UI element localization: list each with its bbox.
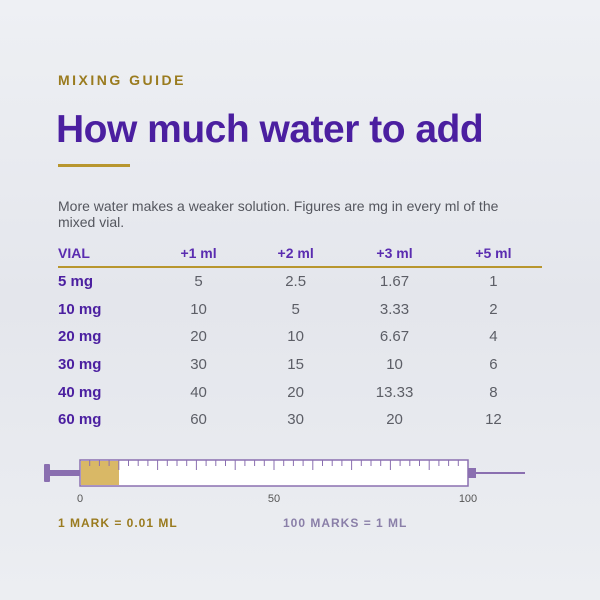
cell: 5 [291, 300, 300, 318]
cell: 20 [287, 383, 304, 401]
cell: 5 [194, 273, 203, 291]
plunger-thumb [44, 464, 50, 482]
scale-note: 1 MARK = 0.01 ML [58, 516, 178, 530]
vial-label: 40 mg [58, 383, 102, 401]
cell: 40 [190, 383, 207, 401]
barrel-ticks [89, 460, 459, 470]
scale-label: 0 [77, 493, 83, 505]
table-row: 10 mg 10 5 3.33 2 [58, 296, 542, 324]
vial-label: 30 mg [58, 356, 102, 374]
scale-note: 100 MARKS = 1 ML [283, 516, 408, 530]
cell: 10 [386, 356, 403, 374]
cell: 2 [489, 300, 498, 318]
cell: 15 [287, 356, 304, 374]
header-row: VIAL +1 ml +2 ml +3 ml +5 ml [58, 240, 542, 268]
syringe: 0 50 100 [44, 459, 525, 505]
column-header: +1 ml [150, 240, 248, 268]
table-row: 40 mg 40 20 13.33 8 [58, 378, 542, 406]
table-row: 60 mg 60 30 20 12 [58, 406, 542, 434]
table-row: 5 mg 5 2.5 1.67 1 [58, 267, 542, 296]
liquid [81, 461, 119, 485]
column-header: +3 ml [344, 240, 445, 268]
cell: 2.5 [285, 273, 307, 291]
dilution-table: VIAL +1 ml +2 ml +3 ml +5 ml 5 mg 5 2.5 1.67 1 10… [58, 240, 542, 434]
scale-labels: 0 50 100 [77, 493, 477, 505]
table-row: 30 mg 30 15 10 6 [58, 351, 542, 379]
table-body: 5 mg 5 2.5 1.67 1 10 mg 10 5 3.33 2 20 mg 20 10 6.67 4… [58, 267, 542, 434]
cell: 20 [190, 328, 207, 346]
cell: 30 [287, 411, 304, 429]
cell: 8 [489, 383, 498, 401]
vial-label: 60 mg [58, 411, 102, 429]
cell: 1 [489, 273, 498, 291]
scale-label: 100 [459, 493, 477, 505]
column-header: +2 ml [247, 240, 345, 268]
vial-label: 5 mg [58, 273, 94, 291]
cell: 60 [190, 411, 207, 429]
scale-label: 50 [268, 493, 280, 505]
cell: 6 [489, 356, 498, 374]
cell: 4 [489, 328, 498, 346]
cell: 6.67 [379, 328, 410, 346]
description: More water makes a weaker solution. Figu… [58, 198, 499, 230]
cell: 13.33 [375, 383, 414, 401]
cell: 20 [386, 411, 403, 429]
eyebrow: MIXING GUIDE [58, 72, 187, 88]
vial-label: 20 mg [58, 328, 102, 346]
vial-label: 10 mg [58, 300, 102, 318]
column-header: VIAL [58, 240, 150, 268]
hub [468, 468, 476, 478]
table-row: 20 mg 20 10 6.67 4 [58, 323, 542, 351]
title: How much water to add [56, 108, 484, 151]
cell: 10 [287, 328, 304, 346]
cell: 10 [190, 300, 207, 318]
cell: 30 [190, 356, 207, 374]
cell: 1.67 [379, 273, 410, 291]
column-header: +5 ml [444, 240, 542, 268]
cell: 3.33 [379, 300, 410, 318]
cell: 12 [485, 411, 502, 429]
title-rule [58, 164, 130, 167]
plunger-rod [50, 470, 80, 476]
